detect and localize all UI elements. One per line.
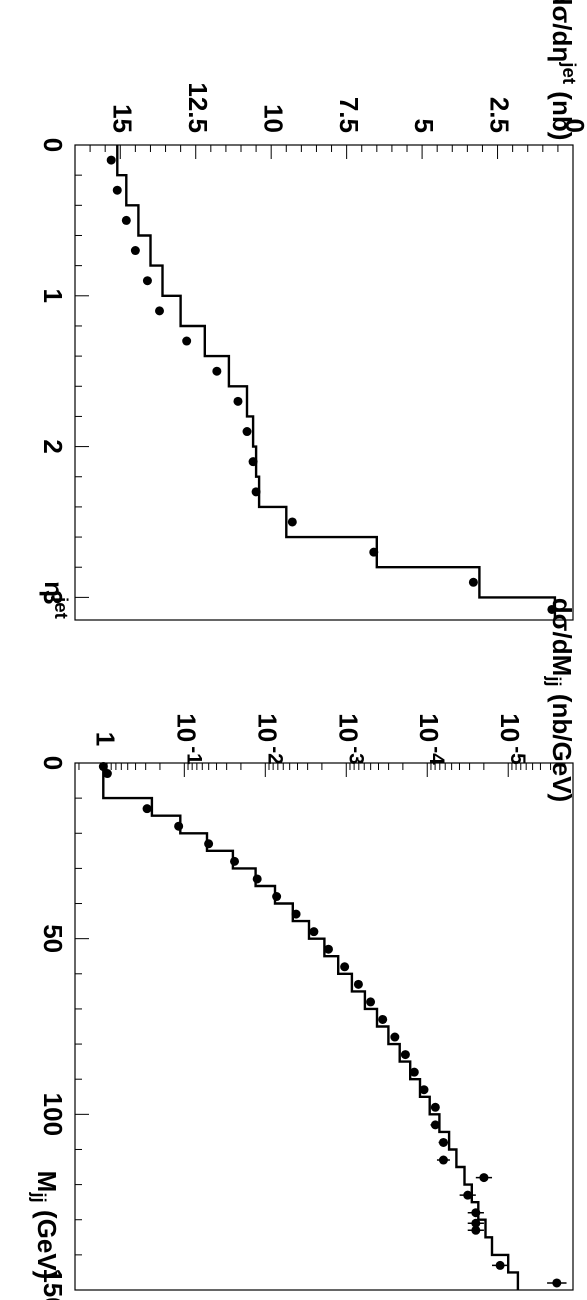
- data-point: [390, 1032, 400, 1042]
- data-point: [272, 892, 282, 902]
- data-point: [182, 336, 192, 346]
- y-tick-label: 15: [107, 104, 137, 133]
- data-point: [495, 1260, 505, 1270]
- data-point: [353, 979, 363, 989]
- y-tick-label: 2.5: [485, 97, 515, 133]
- data-point: [463, 1190, 473, 1200]
- y-tick-label: 1: [90, 732, 120, 746]
- y-tick-label: 10-4: [414, 713, 448, 765]
- data-point: [142, 804, 152, 814]
- x-tick-label: 0: [38, 138, 68, 152]
- data-point: [552, 1278, 562, 1288]
- data-point: [233, 396, 243, 406]
- data-point: [252, 874, 262, 884]
- data-point: [121, 215, 131, 225]
- data-point: [204, 839, 214, 849]
- data-point: [309, 927, 319, 937]
- data-point: [438, 1137, 448, 1147]
- data-point: [212, 366, 222, 376]
- data-point: [242, 427, 252, 437]
- data-point: [130, 246, 140, 256]
- y-tick-label: 12.5: [183, 82, 213, 133]
- data-point: [430, 1120, 440, 1130]
- step-series: [116, 145, 557, 620]
- data-point: [471, 1218, 481, 1228]
- x-tick-label: 0: [38, 756, 68, 770]
- step-series: [102, 763, 520, 1290]
- x-tick-label: 50: [38, 924, 68, 953]
- data-point: [287, 517, 297, 527]
- plot-frame: [74, 144, 574, 621]
- data-point: [248, 457, 258, 467]
- y-axis-title: dσ/dMjj (nb/GeV): [544, 598, 577, 802]
- data-point: [112, 185, 122, 195]
- y-tick-label: 7.5: [334, 97, 364, 133]
- data-point: [369, 547, 379, 557]
- chart-panel-2: 0 50 100 150 1 10-1 10-2 10-3 10-4 10-5 dσ/dMjj (n…: [29, 598, 577, 1300]
- data-point: [155, 306, 165, 316]
- data-point: [438, 1155, 448, 1165]
- data-point: [409, 1067, 419, 1077]
- y-tick-label: 10-2: [252, 713, 286, 764]
- data-point: [102, 769, 112, 779]
- data-point: [251, 487, 261, 497]
- data-point: [471, 1225, 481, 1235]
- data-point: [291, 909, 301, 919]
- x-tick-label: 100: [38, 1093, 68, 1136]
- data-point: [323, 944, 333, 954]
- data-point: [366, 997, 376, 1007]
- data-point: [419, 1085, 429, 1095]
- data-point: [174, 821, 184, 831]
- y-tick-label: 0: [560, 119, 587, 133]
- data-point: [400, 1050, 410, 1060]
- x-tick-label: 150: [38, 1268, 68, 1300]
- y-tick-label: 10-1: [171, 713, 205, 764]
- x-tick-label: 1: [38, 289, 68, 303]
- data-point: [230, 856, 240, 866]
- data-point: [547, 604, 557, 614]
- x-axis-title: ηjet: [39, 581, 72, 619]
- y-tick-label: 10-3: [333, 713, 367, 764]
- y-tick-label: 10: [258, 104, 288, 133]
- data-point: [468, 577, 478, 587]
- data-point: [142, 276, 152, 286]
- chart-panel-1: 0 1 2 3 0 2.5 5 7.5 10 12.5 15 dσ/dηjet (nb) ηjet: [38, 0, 587, 621]
- y-tick-label: 5: [409, 119, 439, 133]
- data-point: [378, 1014, 388, 1024]
- data-point: [479, 1173, 489, 1183]
- x-axis-title: Mjj (GeV): [29, 1171, 62, 1280]
- data-point: [471, 1208, 481, 1218]
- data-point: [340, 962, 350, 972]
- y-tick-label: 10-5: [495, 713, 529, 764]
- data-point: [106, 155, 116, 165]
- x-tick-label: 2: [38, 439, 68, 453]
- plot-frame: [74, 762, 574, 1291]
- data-point: [430, 1102, 440, 1112]
- data-point: [98, 762, 108, 772]
- y-axis-title: dσ/dηjet (nb): [547, 0, 580, 140]
- x-tick-label: 3: [38, 590, 68, 604]
